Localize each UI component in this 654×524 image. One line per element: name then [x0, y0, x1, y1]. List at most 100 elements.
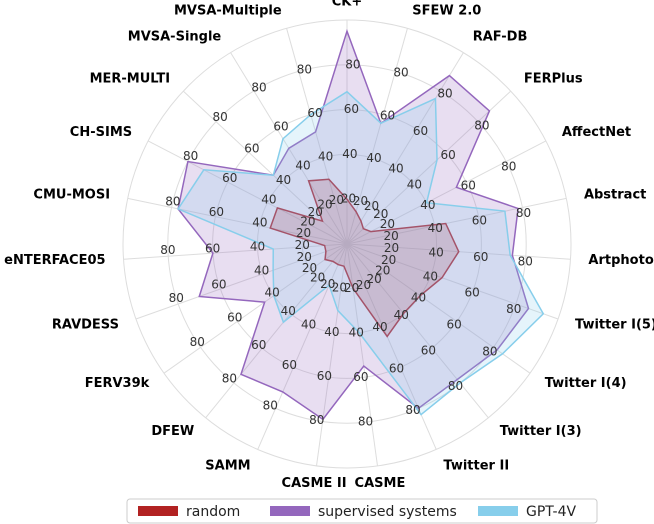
r-tick-label: 60	[461, 179, 476, 193]
r-tick-label: 60	[472, 213, 487, 227]
r-tick-label: 80	[501, 159, 516, 173]
r-tick-label: 20	[297, 250, 312, 264]
r-tick-label: 40	[372, 320, 387, 334]
r-tick-label: 40	[423, 269, 438, 283]
r-tick-label: 80	[345, 57, 360, 71]
category-label: Twitter I(4)	[545, 376, 627, 391]
r-tick-label: 20	[310, 270, 325, 284]
r-tick-label: 20	[356, 278, 371, 292]
r-tick-label: 60	[273, 119, 288, 133]
r-tick-label: 80	[474, 119, 489, 133]
legend-label: random	[186, 504, 240, 520]
r-tick-label: 60	[447, 318, 462, 332]
r-tick-label: 20	[344, 281, 359, 295]
r-tick-label: 40	[324, 325, 339, 339]
r-tick-label: 20	[302, 261, 317, 275]
spoke	[123, 243, 348, 260]
r-tick-label: 20	[364, 199, 379, 213]
r-tick-label: 60	[380, 108, 395, 122]
category-label: CH-SIMS	[70, 125, 132, 140]
r-tick-label: 60	[307, 106, 322, 120]
legend-swatch	[478, 506, 518, 516]
r-tick-label: 80	[506, 302, 521, 316]
r-tick-label: 20	[329, 193, 344, 207]
r-tick-label: 80	[160, 243, 175, 257]
category-label: RAVDESS	[52, 318, 119, 333]
r-tick-label: 40	[429, 246, 444, 260]
category-label: DFEW	[151, 424, 194, 439]
r-tick-label: 80	[393, 66, 408, 80]
r-tick-label: 20	[300, 215, 315, 229]
r-tick-label: 60	[441, 148, 456, 162]
r-tick-label: 20	[373, 207, 388, 221]
category-label: Artphoto	[588, 253, 653, 268]
r-tick-label: 60	[317, 369, 332, 383]
r-tick-label: 40	[318, 149, 333, 163]
r-tick-label: 80	[183, 149, 198, 163]
r-tick-label: 20	[380, 217, 395, 231]
r-tick-label: 20	[375, 264, 390, 278]
r-tick-label: 80	[482, 345, 497, 359]
r-tick-label: 20	[366, 272, 381, 286]
spoke	[286, 28, 348, 245]
r-tick-label: 40	[252, 215, 267, 229]
legend-swatch	[138, 506, 178, 516]
r-tick-label: 20	[317, 197, 332, 211]
category-label: CK+	[332, 0, 363, 10]
spoke	[346, 243, 559, 320]
r-tick-label: 80	[251, 80, 266, 94]
r-tick-label: 60	[251, 338, 266, 352]
spoke	[182, 90, 348, 245]
spoke	[135, 243, 348, 320]
r-tick-label: 60	[421, 343, 436, 357]
category-label: MER-MULTI	[90, 71, 171, 86]
r-tick-label: 80	[358, 415, 373, 429]
r-tick-label: 20	[384, 241, 399, 255]
r-tick-label: 80	[222, 372, 237, 386]
category-label: SAMM	[205, 458, 250, 473]
spoke	[257, 243, 348, 450]
r-tick-label: 60	[473, 250, 488, 264]
r-tick-label: 80	[212, 110, 227, 124]
category-label: FERV39k	[85, 376, 150, 391]
r-tick-label: 80	[309, 413, 324, 427]
r-tick-label: 40	[428, 221, 443, 235]
r-tick-label: 80	[448, 379, 463, 393]
r-tick-label: 80	[165, 194, 180, 208]
r-tick-label: 80	[437, 87, 452, 101]
category-label: Twitter I(5)	[575, 318, 654, 333]
r-tick-label: 60	[227, 310, 242, 324]
r-tick-label: 80	[516, 206, 531, 220]
r-tick-label: 20	[341, 192, 356, 206]
r-tick-label: 60	[282, 358, 297, 372]
spoke	[346, 140, 547, 245]
r-tick-label: 60	[244, 142, 259, 156]
r-tick-label: 80	[169, 291, 184, 305]
category-label: Abstract	[584, 187, 646, 202]
r-tick-label: 40	[407, 178, 422, 192]
spoke	[346, 197, 567, 245]
r-tick-label: 40	[276, 173, 291, 187]
r-tick-label: 20	[295, 238, 310, 252]
category-label: CASME II	[282, 476, 347, 491]
r-tick-label: 80	[263, 398, 278, 412]
r-tick-label: 20	[383, 229, 398, 243]
r-tick-label: 80	[190, 335, 205, 349]
r-tick-label: 40	[301, 317, 316, 331]
category-label: eNTERFACE05	[4, 253, 105, 268]
r-tick-label: 40	[388, 162, 403, 176]
category-label: RAF-DB	[473, 30, 528, 45]
category-label: SFEW 2.0	[412, 3, 481, 18]
spoke	[346, 243, 378, 466]
r-tick-label: 60	[413, 124, 428, 138]
legend-box	[126, 498, 598, 524]
r-tick-label: 60	[389, 361, 404, 375]
r-tick-label: 40	[254, 264, 269, 278]
r-tick-label: 60	[344, 102, 359, 116]
r-tick-label: 40	[420, 198, 435, 212]
r-tick-label: 20	[296, 226, 311, 240]
r-tick-label: 60	[205, 241, 220, 255]
r-tick-label: 60	[209, 205, 224, 219]
category-label: MVSA-Single	[128, 30, 222, 45]
